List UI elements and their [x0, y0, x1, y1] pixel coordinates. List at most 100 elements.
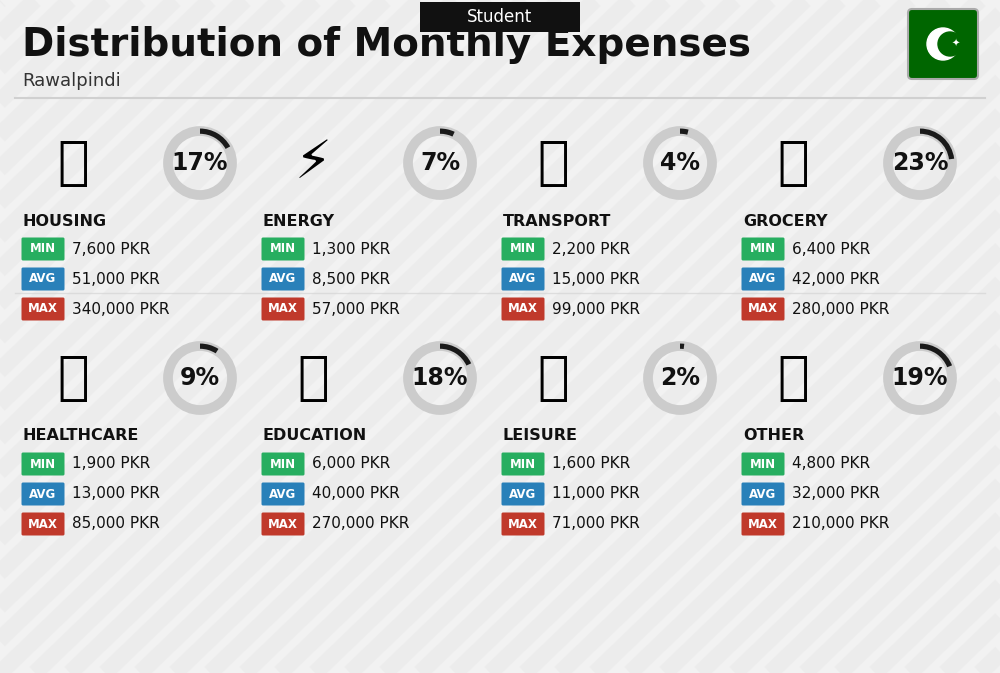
Text: AVG: AVG	[269, 487, 297, 501]
Text: 17%: 17%	[172, 151, 228, 175]
FancyBboxPatch shape	[262, 238, 304, 260]
Text: AVG: AVG	[269, 273, 297, 285]
FancyBboxPatch shape	[742, 513, 784, 536]
Text: MIN: MIN	[750, 242, 776, 256]
Text: 51,000 PKR: 51,000 PKR	[72, 271, 160, 287]
Text: 1,900 PKR: 1,900 PKR	[72, 456, 150, 472]
Text: 🏢: 🏢	[57, 137, 89, 189]
Text: AVG: AVG	[749, 487, 777, 501]
Text: 1,600 PKR: 1,600 PKR	[552, 456, 630, 472]
Text: MAX: MAX	[28, 518, 58, 530]
FancyBboxPatch shape	[262, 513, 304, 536]
FancyBboxPatch shape	[742, 238, 784, 260]
FancyBboxPatch shape	[502, 452, 544, 476]
Text: 99,000 PKR: 99,000 PKR	[552, 302, 640, 316]
Text: Student: Student	[467, 8, 533, 26]
FancyBboxPatch shape	[502, 483, 544, 505]
Text: 15,000 PKR: 15,000 PKR	[552, 271, 640, 287]
Text: MIN: MIN	[30, 242, 56, 256]
Text: 210,000 PKR: 210,000 PKR	[792, 516, 889, 532]
Text: 🛒: 🛒	[777, 137, 809, 189]
Text: ✦: ✦	[952, 39, 960, 49]
Text: AVG: AVG	[509, 487, 537, 501]
Text: OTHER: OTHER	[743, 429, 804, 444]
Text: MAX: MAX	[268, 302, 298, 316]
Text: 🛍: 🛍	[537, 352, 569, 404]
FancyBboxPatch shape	[22, 297, 64, 320]
Text: MAX: MAX	[268, 518, 298, 530]
FancyBboxPatch shape	[22, 483, 64, 505]
Text: 💼: 💼	[777, 352, 809, 404]
Text: MIN: MIN	[270, 242, 296, 256]
Text: Distribution of Monthly Expenses: Distribution of Monthly Expenses	[22, 26, 751, 64]
Text: MIN: MIN	[270, 458, 296, 470]
FancyBboxPatch shape	[908, 9, 978, 79]
Text: 280,000 PKR: 280,000 PKR	[792, 302, 889, 316]
Text: 13,000 PKR: 13,000 PKR	[72, 487, 160, 501]
Text: 4,800 PKR: 4,800 PKR	[792, 456, 870, 472]
FancyBboxPatch shape	[420, 2, 580, 32]
Text: 11,000 PKR: 11,000 PKR	[552, 487, 640, 501]
Text: MIN: MIN	[750, 458, 776, 470]
Text: 40,000 PKR: 40,000 PKR	[312, 487, 400, 501]
FancyBboxPatch shape	[22, 513, 64, 536]
Text: 18%: 18%	[412, 366, 468, 390]
Text: 2%: 2%	[660, 366, 700, 390]
Text: ⚡: ⚡	[294, 137, 332, 189]
Text: 1,300 PKR: 1,300 PKR	[312, 242, 390, 256]
FancyBboxPatch shape	[262, 267, 304, 291]
Text: 7,600 PKR: 7,600 PKR	[72, 242, 150, 256]
Text: 6,400 PKR: 6,400 PKR	[792, 242, 870, 256]
Text: HOUSING: HOUSING	[23, 213, 107, 229]
Text: 42,000 PKR: 42,000 PKR	[792, 271, 880, 287]
Wedge shape	[440, 343, 471, 365]
Wedge shape	[440, 129, 455, 137]
FancyBboxPatch shape	[502, 513, 544, 536]
Text: MIN: MIN	[30, 458, 56, 470]
Text: 57,000 PKR: 57,000 PKR	[312, 302, 400, 316]
FancyBboxPatch shape	[262, 297, 304, 320]
Text: 7%: 7%	[420, 151, 460, 175]
Wedge shape	[200, 129, 230, 149]
Text: MAX: MAX	[28, 302, 58, 316]
Text: 32,000 PKR: 32,000 PKR	[792, 487, 880, 501]
FancyBboxPatch shape	[742, 452, 784, 476]
Text: 23%: 23%	[892, 151, 948, 175]
FancyBboxPatch shape	[22, 452, 64, 476]
Text: AVG: AVG	[509, 273, 537, 285]
Text: LEISURE: LEISURE	[503, 429, 578, 444]
FancyBboxPatch shape	[22, 267, 64, 291]
Text: 🫀: 🫀	[57, 352, 89, 404]
FancyBboxPatch shape	[22, 238, 64, 260]
Text: 71,000 PKR: 71,000 PKR	[552, 516, 640, 532]
Wedge shape	[680, 343, 684, 349]
Text: 9%: 9%	[180, 366, 220, 390]
FancyBboxPatch shape	[742, 483, 784, 505]
Text: Rawalpindi: Rawalpindi	[22, 72, 121, 90]
Text: AVG: AVG	[29, 273, 57, 285]
Text: 85,000 PKR: 85,000 PKR	[72, 516, 160, 532]
FancyBboxPatch shape	[262, 483, 304, 505]
Text: 340,000 PKR: 340,000 PKR	[72, 302, 170, 316]
Text: MAX: MAX	[748, 302, 778, 316]
Circle shape	[938, 32, 962, 56]
Text: 🎓: 🎓	[297, 352, 329, 404]
FancyBboxPatch shape	[262, 452, 304, 476]
Text: MAX: MAX	[508, 518, 538, 530]
Text: 🚌: 🚌	[537, 137, 569, 189]
Text: AVG: AVG	[29, 487, 57, 501]
Text: TRANSPORT: TRANSPORT	[503, 213, 611, 229]
Text: 8,500 PKR: 8,500 PKR	[312, 271, 390, 287]
FancyBboxPatch shape	[502, 267, 544, 291]
Text: GROCERY: GROCERY	[743, 213, 828, 229]
Wedge shape	[920, 343, 952, 367]
Wedge shape	[920, 129, 954, 160]
FancyBboxPatch shape	[742, 297, 784, 320]
Text: MAX: MAX	[748, 518, 778, 530]
Text: MAX: MAX	[508, 302, 538, 316]
Text: MIN: MIN	[510, 458, 536, 470]
Text: 6,000 PKR: 6,000 PKR	[312, 456, 390, 472]
Text: 270,000 PKR: 270,000 PKR	[312, 516, 409, 532]
Text: MIN: MIN	[510, 242, 536, 256]
Text: AVG: AVG	[749, 273, 777, 285]
